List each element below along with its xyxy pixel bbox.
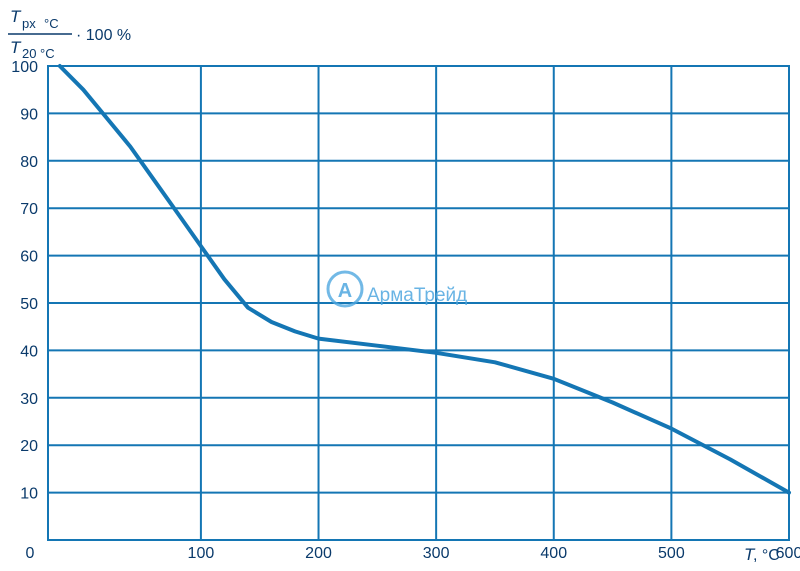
y-tick-label-70: 70: [20, 201, 38, 218]
x-tick-label-300: 300: [423, 545, 450, 562]
y-title-numerator-unit: °C: [44, 16, 59, 31]
y-tick-label-40: 40: [20, 343, 38, 360]
x-title-unit: , °C: [753, 547, 780, 564]
y-tick-label-30: 30: [20, 391, 38, 408]
series-layer: [57, 64, 791, 495]
y-title-numerator-var: T: [10, 7, 22, 26]
x-tick-label-200: 200: [305, 545, 332, 562]
watermark-logo-icon: [326, 270, 364, 308]
y-tick-label-10: 10: [20, 486, 38, 503]
series-line-0: [57, 64, 791, 495]
y-tick-label-50: 50: [20, 296, 38, 313]
y-tick-label-80: 80: [20, 154, 38, 171]
x-title-var: T: [744, 545, 756, 564]
y-tick-label-90: 90: [20, 106, 38, 123]
x-tick-labels: 100 200 300 400 500 600: [188, 545, 800, 562]
y-title-denominator-unit: °C: [40, 46, 55, 61]
y-title-denominator-var: T: [10, 38, 22, 57]
y-title-denominator-sub: 20: [22, 46, 36, 61]
x-tick-label-100: 100: [188, 545, 215, 562]
watermark-text: АрмаТрейд: [367, 285, 467, 306]
grid-lines: [47, 65, 790, 541]
watermark-logo-letter: A: [338, 280, 352, 302]
x-tick-label-400: 400: [540, 545, 567, 562]
y-tick-label-60: 60: [20, 249, 38, 266]
y-tick-label-20: 20: [20, 438, 38, 455]
x-axis-title: T , °C: [744, 545, 780, 564]
y-title-numerator-sub: px: [22, 16, 36, 31]
y-tick-labels: 10 20 30 40 50 60 70 80 90 100: [11, 59, 38, 503]
watermark: A АрмаТрейд: [326, 270, 467, 308]
y-axis-title: T px °C T 20 °C · 100 %: [8, 7, 131, 61]
y-tick-label-100: 100: [11, 59, 38, 76]
origin-label: 0: [26, 545, 35, 562]
y-title-suffix: · 100 %: [76, 27, 131, 44]
x-tick-label-500: 500: [658, 545, 685, 562]
x-tick-label-600: 600: [776, 545, 800, 562]
